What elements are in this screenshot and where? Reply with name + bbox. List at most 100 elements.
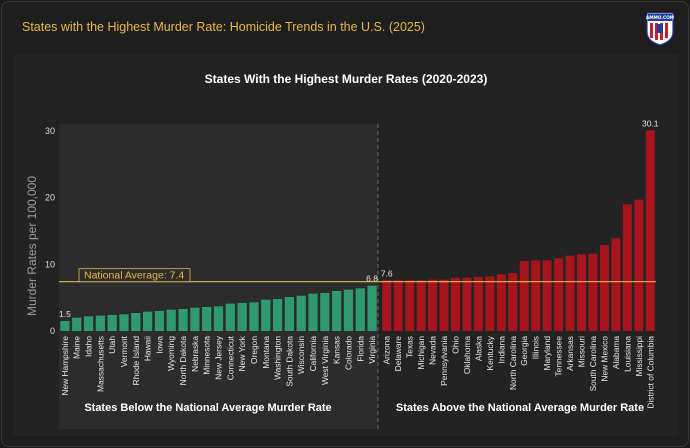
data-label: 1.5: [59, 309, 71, 319]
bar: [462, 277, 472, 331]
murder-rate-chart: States With the Highest Murder Rates (20…: [25, 72, 659, 429]
x-tick-label: Kansas: [332, 336, 342, 364]
y-axis-ticks: 0 10 20 30: [45, 126, 55, 336]
page-title: States with the Highest Murder Rate: Hom…: [22, 20, 425, 34]
bar: [554, 258, 564, 331]
x-tick-label: Wyoming: [166, 336, 176, 371]
y-tick-label: 20: [45, 193, 55, 203]
x-tick-label: New Jersey: [214, 335, 224, 380]
bar: [131, 313, 141, 331]
x-tick-label: North Carolina: [508, 336, 518, 390]
x-tick-label: Louisiana: [622, 336, 632, 372]
x-tick-label: Alaska: [473, 336, 483, 361]
bar: [599, 245, 609, 331]
x-tick-label: South Dakota: [284, 336, 294, 387]
bar: [166, 309, 176, 331]
national-average: National Average: 7.4: [59, 268, 656, 283]
x-tick-label: Georgia: [519, 336, 529, 366]
x-tick-label: Virginia: [367, 336, 377, 364]
bar: [320, 293, 330, 331]
bar: [416, 280, 426, 331]
bar: [72, 317, 82, 331]
bar: [284, 297, 294, 331]
x-tick-label: Minnesota: [202, 336, 212, 375]
x-tick-label: Maine: [72, 336, 82, 359]
bar: [382, 280, 392, 331]
national-average-label: National Average: 7.4: [84, 270, 184, 282]
bar: [355, 288, 365, 331]
bar: [213, 306, 224, 331]
x-tick-label: Alabama: [611, 336, 621, 369]
x-tick-label: Maryland: [542, 336, 552, 371]
x-tick-label: New York: [237, 335, 247, 371]
bar: [332, 291, 342, 331]
x-tick-label: Connecticut: [225, 335, 235, 380]
data-label: 30.1: [642, 118, 659, 128]
bar: [143, 311, 153, 331]
x-tick-label: Utah: [107, 336, 117, 354]
x-tick-label: Montana: [261, 336, 271, 369]
bar: [225, 303, 235, 331]
x-tick-label: Michigan: [416, 336, 426, 370]
category-labels: New Hampshire Maine Idaho Massachusetts Utah…: [60, 335, 655, 408]
x-tick-label: Iowa: [154, 336, 164, 354]
bar: [451, 277, 460, 331]
chart-panel: States With the Highest Murder Rates (20…: [13, 54, 679, 436]
x-tick-label: South Carolina: [588, 336, 598, 392]
x-tick-label: Kentucky: [485, 335, 495, 370]
x-tick-label: Florida: [355, 336, 365, 362]
bar: [496, 274, 506, 331]
x-tick-label: West Virginia: [320, 336, 330, 385]
x-tick-label: Arkansas: [565, 336, 575, 371]
x-tick-label: Nevada: [428, 336, 438, 365]
bar: [190, 307, 200, 331]
logo-text: AMMO.COM: [646, 15, 674, 21]
bar: [261, 299, 271, 331]
x-tick-label: Idaho: [84, 336, 94, 357]
x-tick-label: North Dakota: [178, 336, 188, 386]
bar: [272, 299, 283, 331]
bar: [60, 321, 70, 331]
bar: [531, 260, 541, 331]
x-tick-label: Missouri: [577, 336, 587, 367]
y-axis-label: Murder Rates per 100,000: [25, 176, 39, 316]
bar: [296, 295, 306, 331]
chart-title: States With the Highest Murder Rates (20…: [205, 72, 488, 86]
bar: [367, 285, 377, 331]
x-tick-label: Tennessee: [554, 336, 564, 377]
y-tick-label: 0: [50, 326, 55, 336]
bar: [634, 199, 644, 331]
bar: [237, 303, 247, 331]
bar: [645, 130, 655, 331]
bar: [249, 302, 259, 331]
x-tick-label: Arizona: [382, 336, 392, 365]
x-tick-label: Oklahoma: [462, 336, 472, 375]
bar: [485, 276, 495, 331]
x-tick-label: California: [308, 336, 318, 372]
x-tick-label: Mississippi: [634, 336, 644, 377]
data-label: 6.8: [366, 274, 378, 284]
y-tick-label: 30: [45, 126, 55, 136]
x-tick-label: Illinois: [531, 336, 541, 359]
data-label: 7.6: [381, 268, 393, 278]
bar: [542, 260, 552, 331]
bar: [588, 253, 598, 331]
x-tick-label: Oregon: [249, 336, 259, 364]
bar: [154, 311, 165, 331]
bar: [178, 309, 188, 331]
x-tick-label: Texas: [405, 336, 415, 358]
above-average-section-label: States Above the National Average Murder…: [396, 402, 644, 414]
bar: [95, 315, 105, 331]
below-average-section-label: States Below the National Average Murder…: [84, 402, 331, 414]
x-tick-label: District of Columbia: [645, 336, 655, 409]
bar: [405, 280, 415, 331]
bar: [622, 204, 632, 331]
x-tick-label: Vermont: [119, 335, 129, 367]
bar: [428, 279, 438, 331]
x-tick-label: Hawaii: [143, 336, 153, 361]
x-tick-label: Indiana: [496, 336, 506, 364]
data-labels: 1.5 6.87.6 30.1: [59, 118, 659, 319]
bar: [119, 314, 129, 331]
bar: [439, 279, 449, 331]
